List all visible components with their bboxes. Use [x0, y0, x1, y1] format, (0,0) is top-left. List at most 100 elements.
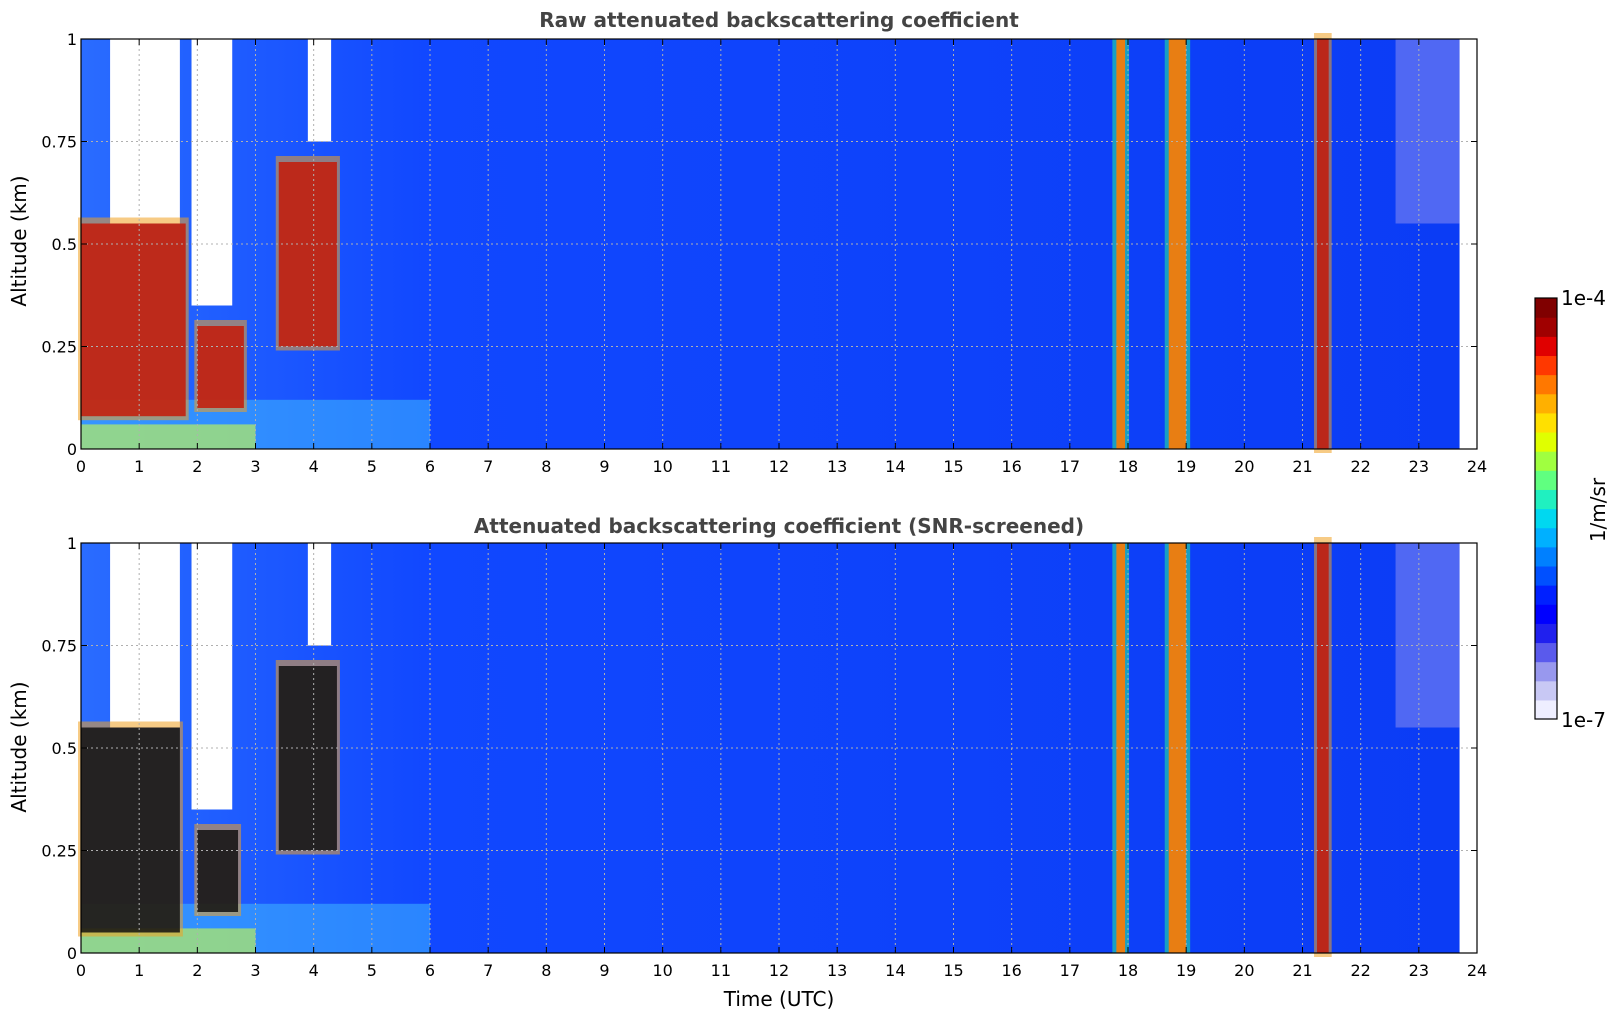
colorbar-min-label: 1e-7 [1561, 708, 1606, 732]
x-tick-label: 15 [943, 457, 963, 476]
x-tick-label: 16 [1001, 457, 1021, 476]
y-axis-ticks: 0 0.25 0.5 0.75 1 [41, 30, 1477, 459]
colorbar-swatch [1535, 699, 1557, 720]
colorbar-swatch [1535, 336, 1557, 357]
x-tick-label: 22 [1350, 457, 1370, 476]
colorbar-swatch [1535, 661, 1557, 682]
colorbar-swatch [1535, 470, 1557, 490]
x-tick-label: 2 [192, 457, 202, 476]
x-tick-label: 5 [367, 457, 377, 476]
y-tick-label: 0.5 [52, 235, 77, 254]
colorbar-frame [1534, 297, 1558, 720]
no-signal-region [191, 543, 233, 810]
colorbar-swatch [1535, 298, 1557, 318]
colorbar-swatch [1535, 546, 1557, 567]
no-signal-region [307, 543, 332, 646]
no-signal-region [110, 39, 180, 224]
x-tick-label: 8 [541, 961, 551, 980]
colorbar-swatch [1535, 317, 1557, 337]
y-tick-label: 0.75 [41, 133, 77, 152]
backscatter-feature [278, 666, 337, 851]
backscatter-feature [278, 162, 337, 347]
x-tick-label: 24 [1467, 961, 1487, 980]
x-tick-label: 12 [769, 961, 789, 980]
colorbar-swatch [1535, 355, 1557, 376]
x-tick-label: 22 [1350, 961, 1370, 980]
x-tick-label: 5 [367, 961, 377, 980]
x-tick-label: 11 [711, 961, 731, 980]
snr-screened-panel: Attenuated backscattering coefficient (S… [7, 514, 1487, 1011]
x-tick-label: 6 [425, 961, 435, 980]
thin-upper-layer [1395, 543, 1460, 728]
colorbar-swatch [1535, 489, 1557, 510]
x-tick-label: 4 [309, 457, 319, 476]
x-tick-label: 8 [541, 457, 551, 476]
colorbar-swatch [1535, 451, 1557, 471]
x-tick-label: 7 [483, 457, 493, 476]
x-tick-label: 1 [134, 961, 144, 980]
panel-title: Attenuated backscattering coefficient (S… [474, 514, 1084, 538]
x-tick-label: 9 [599, 457, 609, 476]
thin-upper-layer [1395, 39, 1460, 224]
x-tick-label: 23 [1409, 457, 1429, 476]
x-tick-label: 9 [599, 961, 609, 980]
x-tick-label: 21 [1292, 961, 1312, 980]
x-tick-label: 13 [827, 961, 847, 980]
x-tick-label: 15 [943, 961, 963, 980]
x-tick-label: 3 [250, 457, 260, 476]
x-tick-label: 23 [1409, 961, 1429, 980]
x-axis-label: Time (UTC) [723, 987, 835, 1011]
x-tick-label: 13 [827, 457, 847, 476]
colorbar-swatch [1535, 431, 1557, 452]
panel-title: Raw attenuated backscattering coefficien… [539, 8, 1019, 32]
x-tick-label: 4 [309, 961, 319, 980]
x-axis-ticks: 0 1 2 3 4 5 6 7 8 9 10 11 12 13 14 15 16 17 18 19 20 21 22 23 24 [76, 39, 1487, 476]
x-tick-label: 19 [1176, 961, 1196, 980]
x-tick-label: 2 [192, 961, 202, 980]
backscatter-feature [81, 223, 186, 417]
x-tick-label: 11 [711, 457, 731, 476]
x-tick-label: 6 [425, 457, 435, 476]
backscatter-feature [197, 326, 244, 408]
raw-backscatter-panel: Raw attenuated backscattering coefficien… [7, 8, 1487, 476]
y-axis-ticks: 0 0.25 0.5 0.75 1 [41, 534, 1477, 963]
colorbar-swatch [1535, 680, 1557, 701]
colorbar-swatch [1535, 527, 1557, 548]
y-axis-label: Altitude (km) [7, 175, 31, 306]
y-tick-label: 0.75 [41, 637, 77, 656]
y-tick-label: 0.25 [41, 842, 77, 861]
x-tick-label: 3 [250, 961, 260, 980]
x-tick-label: 20 [1234, 457, 1254, 476]
x-tick-label: 16 [1001, 961, 1021, 980]
colorbar-swatch [1535, 565, 1557, 586]
x-tick-label: 14 [885, 457, 905, 476]
colorbar-swatch [1535, 642, 1557, 663]
x-axis-ticks: 0 1 2 3 4 5 6 7 8 9 10 11 12 13 14 15 16 17 18 19 20 21 22 23 24 [76, 543, 1487, 980]
no-signal-region [191, 39, 233, 306]
y-axis-label: Altitude (km) [7, 681, 31, 812]
colorbar-swatch [1535, 508, 1557, 529]
x-tick-label: 18 [1118, 457, 1138, 476]
x-tick-label: 19 [1176, 457, 1196, 476]
backscatter-feature [1116, 39, 1126, 449]
colorbar: 1e-4 1e-7 1/m/sr [1534, 286, 1610, 732]
no-signal-region [307, 39, 332, 142]
colorbar-swatches [1535, 298, 1557, 720]
x-tick-label: 20 [1234, 961, 1254, 980]
x-tick-label: 7 [483, 961, 493, 980]
colorbar-unit-label: 1/m/sr [1586, 477, 1610, 542]
backscatter-feature [81, 727, 180, 933]
colorbar-swatch [1535, 374, 1557, 395]
y-tick-label: 0 [67, 440, 77, 459]
colorbar-swatch [1535, 623, 1557, 644]
y-tick-label: 0.5 [52, 739, 77, 758]
x-tick-label: 18 [1118, 961, 1138, 980]
x-tick-label: 10 [652, 457, 672, 476]
y-tick-label: 0.25 [41, 338, 77, 357]
grid-lines [80, 542, 1478, 954]
x-tick-label: 17 [1060, 961, 1080, 980]
x-tick-label: 21 [1292, 457, 1312, 476]
backscatter-feature [197, 830, 239, 912]
x-tick-label: 0 [76, 457, 86, 476]
